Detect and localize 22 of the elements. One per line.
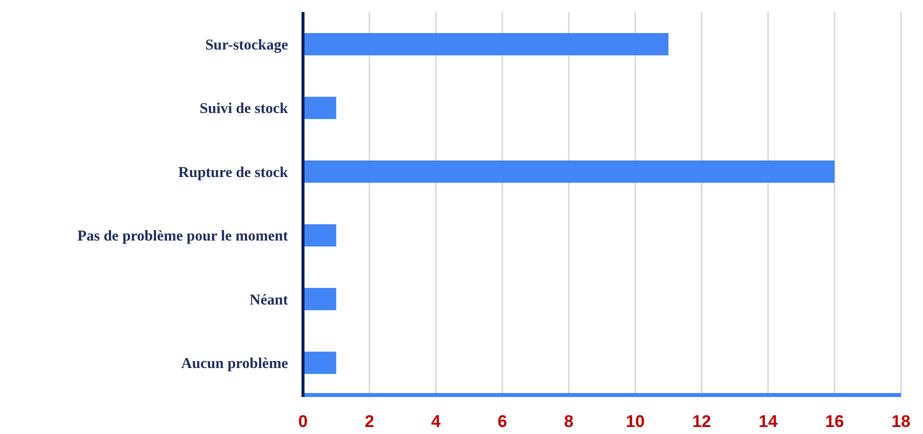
x-tick-label: 18 (892, 412, 910, 431)
x-tick-label: 0 (298, 412, 308, 431)
bar (303, 352, 336, 374)
y-tick-label: Sur-stockage (205, 37, 288, 54)
y-tick-label: Pas de problème pour le moment (77, 228, 288, 245)
x-tick-label: 4 (431, 412, 442, 431)
bar (303, 96, 336, 120)
x-tick-label: 12 (692, 412, 712, 431)
y-tick-label: Aucun problème (181, 356, 288, 372)
x-tick-label: 14 (758, 412, 778, 431)
bar (303, 160, 835, 183)
x-tick-label: 8 (564, 412, 574, 431)
x-tick-label: 6 (498, 412, 508, 431)
bar (303, 288, 336, 310)
x-tick-label: 10 (626, 412, 645, 431)
y-tick-label: Suivi de stock (200, 101, 289, 118)
x-tick-label: 16 (825, 412, 844, 431)
y-tick-label: Néant (250, 292, 288, 308)
bar (303, 33, 668, 56)
bar (303, 224, 336, 247)
x-tick-label: 2 (364, 412, 374, 431)
y-tick-label: Rupture de stock (178, 164, 289, 181)
